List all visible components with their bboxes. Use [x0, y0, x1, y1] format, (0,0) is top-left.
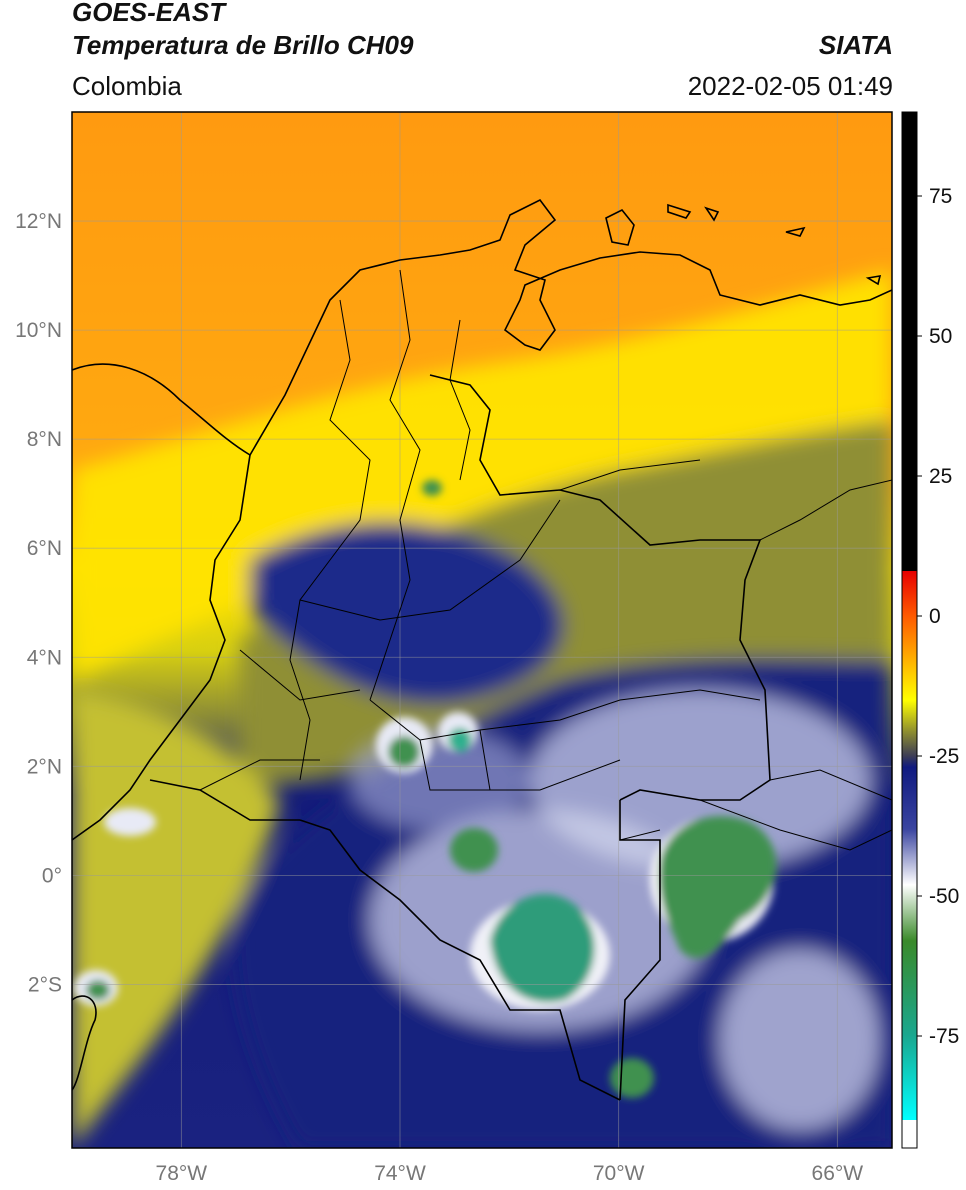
- product-title: Temperatura de Brillo CH09: [72, 30, 414, 60]
- colombia-ecuador-border: [149, 779, 300, 821]
- colorbar-tick-label: -25: [929, 745, 959, 768]
- netherlands-antilles: [667, 203, 882, 286]
- gridlines: [72, 112, 892, 1148]
- brightness-field: [72, 112, 892, 1148]
- lat-tick-label: 8°N: [27, 428, 62, 451]
- region-label: Colombia: [72, 71, 182, 101]
- convective-core-ecuador: [86, 980, 110, 1000]
- convective-core-west: [388, 736, 420, 768]
- coastlines-and-borders: [72, 198, 892, 1101]
- lat-tick-label: 4°N: [27, 646, 62, 669]
- source-label: SIATA: [818, 30, 893, 60]
- isla-margarita: [605, 208, 635, 246]
- colombia-brazil-border: [619, 800, 661, 1101]
- colorbar-tick-label: -50: [929, 885, 959, 908]
- map-frame: [71, 111, 893, 1149]
- colombia-peru-border: [299, 819, 621, 1101]
- colorbar-tick-label: 75: [929, 185, 952, 208]
- cirrus-southeast: [720, 950, 880, 1130]
- satellite-title: GOES-EAST: [72, 0, 226, 27]
- caribbean-coastline: [72, 198, 892, 457]
- colorbar-tick-label: 50: [929, 325, 952, 348]
- colorbar-ticks: 75 50 25 0 -25 -50 -75: [917, 185, 959, 1048]
- convective-core-north-small: [422, 480, 442, 496]
- convective-core-south: [490, 893, 595, 1003]
- lat-tick-label: 2°S: [28, 973, 62, 996]
- colorbar: [901, 111, 918, 1149]
- lat-tick-label: 2°N: [27, 755, 62, 778]
- west-olive-area: [72, 690, 280, 1148]
- colorbar-tick-label: -75: [929, 1025, 959, 1048]
- ecuador-coast: [72, 995, 97, 1091]
- convective-core-small: [450, 828, 498, 872]
- longitude-ticks: 78°W 74°W 70°W 66°W: [156, 1162, 864, 1185]
- pacific-coastline: [72, 454, 251, 841]
- colorbar-tick-label: 0: [929, 605, 941, 628]
- colorbar-tick-label: 25: [929, 465, 952, 488]
- lon-tick-label: 74°W: [374, 1162, 426, 1185]
- convective-core-large: [659, 816, 777, 959]
- internal-departments: [199, 269, 761, 791]
- latitude-ticks: 12°N 10°N 8°N 6°N 4°N 2°N 0° 2°S: [15, 210, 62, 996]
- lon-tick-label: 78°W: [156, 1162, 208, 1185]
- lon-tick-label: 70°W: [593, 1162, 645, 1185]
- lat-tick-label: 12°N: [15, 210, 62, 233]
- lat-tick-label: 0°: [42, 864, 62, 887]
- lat-tick-label: 6°N: [27, 537, 62, 560]
- central-cloud-mass: [250, 522, 564, 704]
- venezuela-internal: [559, 459, 892, 851]
- cirrus-pacific: [104, 808, 156, 836]
- timestamp-label: 2022-02-05 01:49: [687, 71, 893, 101]
- lat-tick-label: 10°N: [15, 319, 62, 342]
- lon-tick-label: 66°W: [812, 1162, 864, 1185]
- convective-core-far-south: [610, 1058, 654, 1098]
- colombia-venezuela-border: [429, 374, 771, 801]
